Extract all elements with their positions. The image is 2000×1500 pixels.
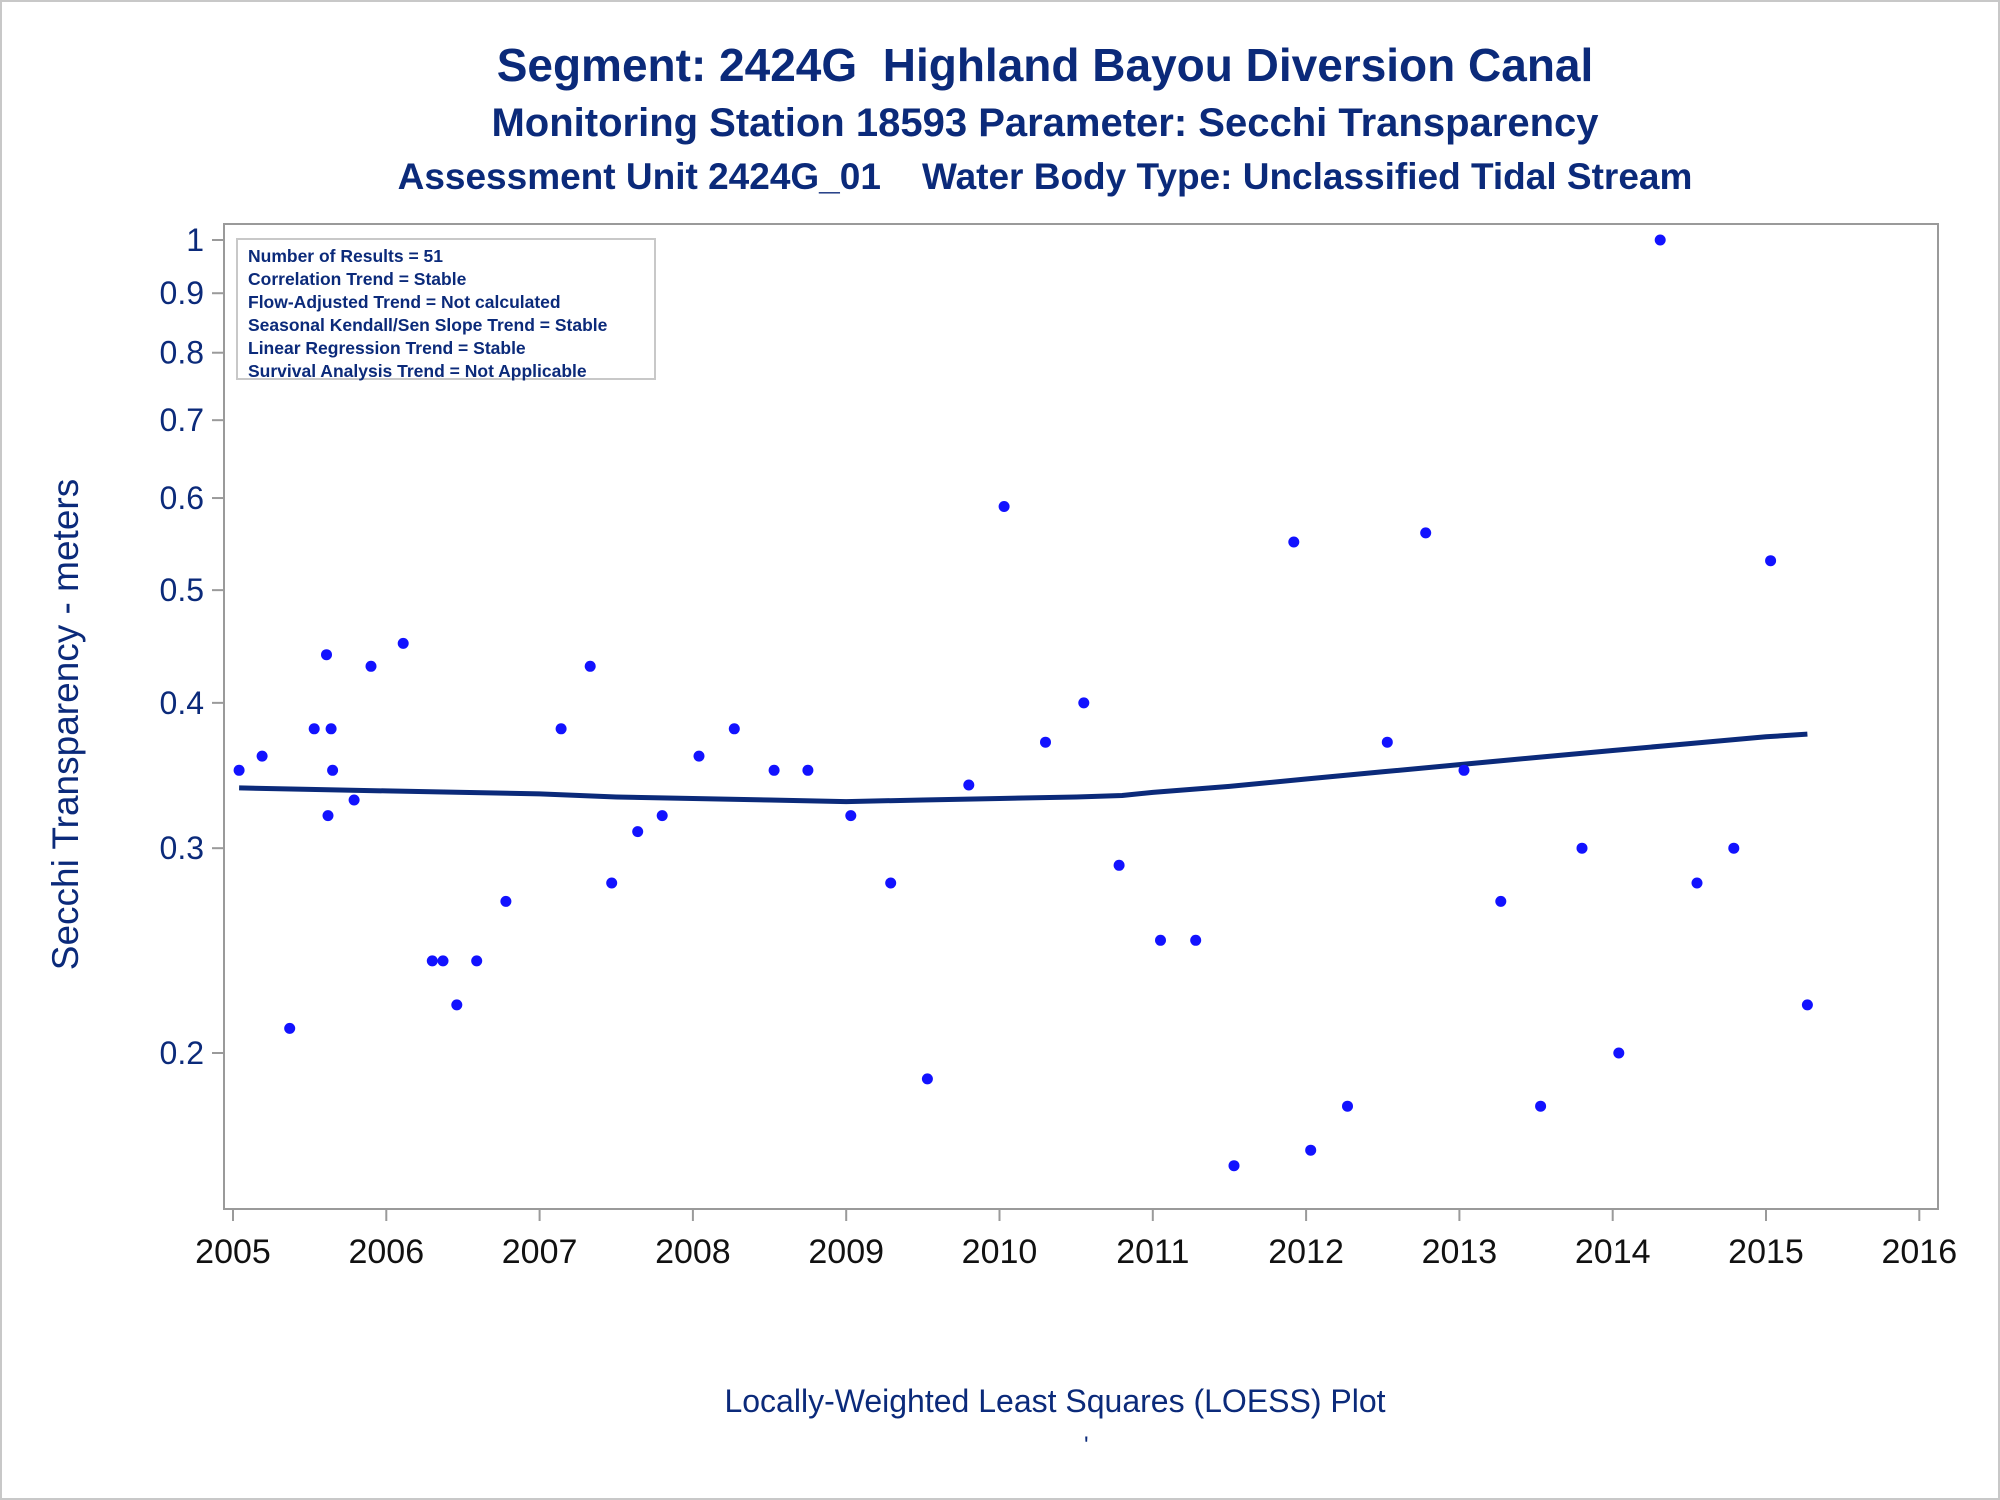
- loess-trend-line: [239, 731, 1808, 805]
- data-point: [1305, 1144, 1317, 1156]
- data-point: [1691, 877, 1703, 889]
- data-point: [1190, 934, 1202, 946]
- x-tick-label: 2016: [1881, 1233, 1957, 1271]
- data-point: [768, 764, 780, 776]
- y-tick-label: 0.7: [160, 402, 204, 438]
- data-point: [584, 660, 596, 672]
- data-point: [1113, 859, 1125, 871]
- data-point: [471, 955, 483, 967]
- data-point: [1155, 934, 1166, 946]
- data-point: [1342, 1100, 1353, 1112]
- data-point: [437, 955, 449, 967]
- stat-seasonal-kendall-trend: Seasonal Kendall/Sen Slope Trend = Stabl…: [248, 315, 608, 335]
- data-point: [555, 723, 567, 735]
- chart-title: Segment: 2424G Highland Bayou Diversion …: [496, 39, 1594, 91]
- data-point: [885, 877, 897, 889]
- y-tick-label: 0.5: [160, 572, 204, 608]
- x-tick-label: 2007: [502, 1233, 578, 1271]
- data-point: [1535, 1100, 1547, 1112]
- data-point: [1728, 842, 1740, 854]
- data-point: [426, 955, 438, 967]
- data-point: [728, 723, 740, 735]
- data-point: [802, 764, 814, 776]
- data-point: [1288, 536, 1300, 548]
- y-tick-label: 0.4: [160, 685, 204, 721]
- data-point: [693, 750, 705, 762]
- y-tick-label: 0.6: [160, 480, 204, 516]
- data-point: [322, 810, 334, 822]
- x-tick-label: 2011: [1116, 1233, 1189, 1271]
- data-point: [365, 660, 377, 672]
- x-tick-label: 2013: [1422, 1233, 1498, 1271]
- plot-footnote: Locally-Weighted Least Squares (LOESS) P…: [724, 1383, 1386, 1419]
- x-tick-label: 2014: [1575, 1233, 1651, 1271]
- data-point: [1420, 527, 1432, 539]
- data-point: [1765, 555, 1777, 567]
- data-point: [233, 764, 245, 776]
- data-point: [1576, 842, 1588, 854]
- x-tick-label: 2008: [655, 1233, 731, 1271]
- data-point: [1458, 764, 1470, 776]
- x-tick-label: 2005: [195, 1233, 271, 1271]
- stat-linear-regression-trend: Linear Regression Trend = Stable: [248, 338, 526, 358]
- chart-subtitle-assessment: Assessment Unit 2424G_01 Water Body Type…: [397, 156, 1693, 197]
- data-point: [606, 877, 618, 889]
- plot-area-frame: [223, 223, 1939, 1210]
- x-tick-label: 2009: [808, 1233, 884, 1271]
- data-point: [1381, 736, 1393, 748]
- data-point: [1495, 895, 1507, 907]
- x-tick-label: 2012: [1268, 1233, 1344, 1271]
- footnote-mark: ': [1084, 1432, 1089, 1459]
- data-point: [1228, 1160, 1240, 1172]
- y-tick-label: 1: [186, 222, 204, 258]
- trend-stats-box: Number of Results = 51 Correlation Trend…: [236, 238, 656, 381]
- data-point: [397, 637, 409, 649]
- data-point: [256, 750, 268, 762]
- data-point: [327, 764, 339, 776]
- data-point: [308, 723, 320, 735]
- y-tick-label: 0.9: [160, 275, 204, 311]
- data-point: [325, 723, 337, 735]
- data-point: [321, 649, 332, 661]
- data-point: [1613, 1047, 1625, 1059]
- y-tick-label: 0.8: [160, 335, 204, 371]
- data-point: [1040, 736, 1051, 748]
- data-point: [1801, 999, 1813, 1011]
- y-axis-label: Secchi Transparency - meters: [45, 479, 86, 970]
- y-tick-label: 0.3: [160, 830, 204, 866]
- data-point: [998, 501, 1010, 512]
- stat-flow-adjusted-trend: Flow-Adjusted Trend = Not calculated: [248, 292, 561, 312]
- chart-subtitle-station: Monitoring Station 18593 Parameter: Secc…: [491, 101, 1599, 145]
- data-point: [963, 779, 975, 791]
- y-tick-label: 0.2: [160, 1035, 204, 1071]
- data-point: [348, 794, 360, 806]
- data-point: [656, 810, 668, 822]
- data-point: [845, 810, 857, 822]
- data-point: [632, 826, 644, 838]
- x-tick-label: 2010: [962, 1233, 1038, 1271]
- data-point: [921, 1073, 933, 1085]
- data-point: [1078, 697, 1090, 709]
- stat-number-of-results: Number of Results = 51: [248, 246, 443, 266]
- stat-survival-analysis-trend: Survival Analysis Trend = Not Applicable: [248, 361, 587, 381]
- data-point: [500, 895, 512, 907]
- x-tick-label: 2015: [1728, 1233, 1804, 1271]
- x-tick-label: 2006: [348, 1233, 424, 1271]
- stat-correlation-trend: Correlation Trend = Stable: [248, 269, 467, 289]
- data-point: [284, 1022, 296, 1034]
- data-point: [1654, 234, 1666, 246]
- data-point: [451, 999, 463, 1011]
